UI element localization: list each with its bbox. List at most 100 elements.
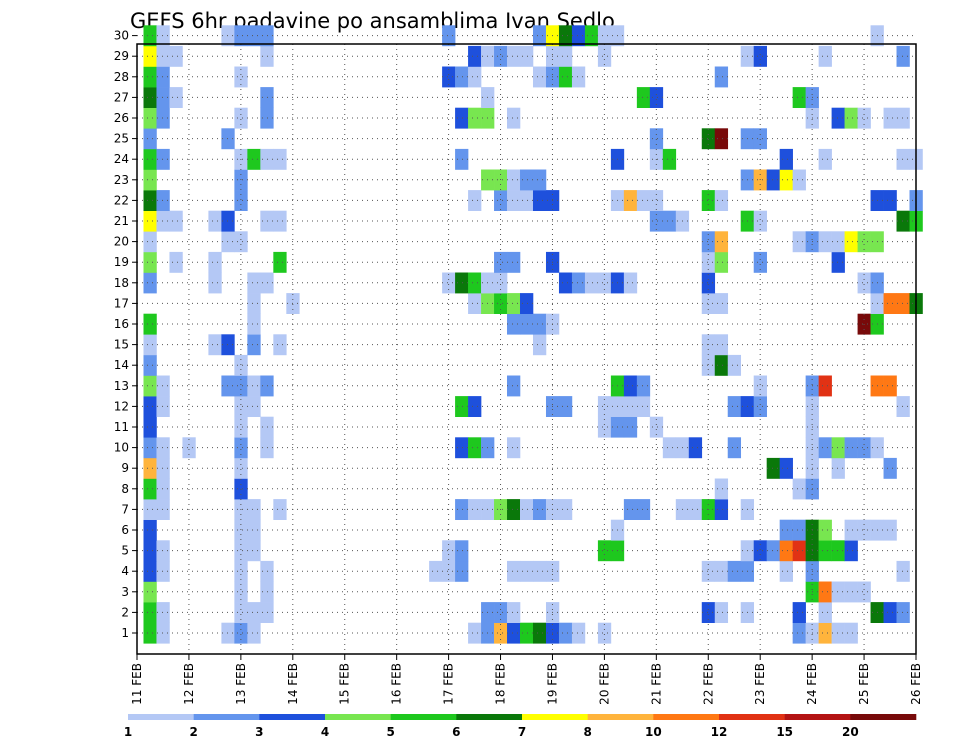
heatmap-cell-m19-d18.25 — [507, 251, 521, 273]
heatmap-cell-m7-d18.5 — [520, 499, 534, 520]
x-tick-label: 24 FEB — [805, 663, 819, 705]
heatmap-cell-m16-d18.25 — [507, 313, 521, 335]
heatmap-cell-m20-d11.25 — [143, 231, 157, 253]
heatmap-cell-m5-d24.5 — [831, 540, 845, 562]
heatmap-cell-m22-d11.25 — [143, 190, 157, 211]
heatmap-cell-m5-d23.75 — [792, 540, 806, 562]
heatmap-cell-m4-d17 — [442, 560, 456, 582]
heatmap-cell-m3-d13 — [234, 581, 248, 603]
heatmap-cell-m7-d21.75 — [688, 499, 703, 520]
heatmap-cell-m10-d12 — [182, 437, 196, 459]
heatmap-cell-m2-d13.25 — [247, 602, 261, 623]
y-tick-label: 28 — [114, 70, 129, 84]
heatmap-cell-m12-d17.5 — [468, 396, 482, 417]
y-tick-label: 16 — [114, 317, 129, 331]
heatmap-cell-m3-d24.5 — [831, 581, 845, 603]
y-tick-label: 26 — [114, 111, 129, 125]
heatmap-cell-m19-d18 — [494, 251, 508, 273]
heatmap-cell-m21-d12.75 — [221, 210, 235, 232]
heatmap-cell-m4-d11.25 — [143, 560, 157, 582]
heatmap-cell-m13-d11.5 — [156, 375, 170, 397]
heatmap-cell-m12-d23 — [753, 396, 767, 417]
heatmap-cell-m13-d13 — [234, 375, 248, 397]
heatmap-cell-m25-d21 — [649, 128, 664, 150]
heatmap-cell-m7-d17.25 — [455, 499, 469, 520]
heatmap-cell-m10-d21.25 — [662, 437, 677, 459]
heatmap-cell-m12-d20 — [597, 396, 612, 417]
heatmap-cell-m18-d12.5 — [208, 272, 222, 294]
heatmap-cell-m28-d13 — [234, 66, 248, 88]
heatmap-cell-m21-d13.75 — [273, 210, 287, 232]
colorbar-label: 10 — [645, 725, 662, 739]
heatmap-cell-m14-d11.25 — [143, 354, 157, 376]
heatmap-cell-m10-d11.5 — [156, 437, 170, 459]
heatmap-cell-m1-d11.25 — [143, 622, 157, 644]
heatmap-cell-m7-d13.25 — [247, 499, 261, 520]
heatmap-cell-m26-d25.5 — [883, 107, 897, 129]
x-tick-label: 16 FEB — [390, 663, 404, 705]
y-tick-label: 18 — [114, 276, 129, 290]
heatmap-cell-m4-d25.75 — [896, 560, 910, 582]
heatmap-cell-m18-d20 — [597, 272, 612, 294]
heatmap-cell-m22-d18 — [494, 190, 508, 211]
heatmap-cell-m19-d13.75 — [273, 251, 287, 273]
colorbar-segment — [587, 714, 654, 720]
colorbar-segment — [719, 714, 785, 720]
heatmap-cell-m21-d21 — [649, 210, 664, 232]
heatmap-cell-m10-d24.75 — [844, 437, 858, 459]
y-tick-label: 24 — [114, 152, 129, 166]
heatmap-cell-m20-d25 — [857, 231, 871, 253]
heatmap-cell-m17-d18 — [494, 293, 508, 314]
heatmap-cell-m6-d25.5 — [883, 519, 897, 541]
y-tick-label: 27 — [114, 90, 129, 104]
heatmap-cell-m30-d13.25 — [247, 25, 261, 47]
heatmap-cell-m10-d13 — [234, 437, 248, 459]
heatmap-cell-m7-d20.5 — [623, 499, 638, 520]
heatmap-cell-m21-d11.5 — [156, 210, 170, 232]
heatmap-cell-m15-d12.75 — [221, 334, 235, 356]
heatmap-cell-m2-d11.25 — [143, 602, 157, 623]
heatmap-cell-m26-d17.25 — [455, 107, 469, 129]
colorbar-segment — [193, 714, 260, 720]
heatmap-cell-m22-d11.5 — [156, 190, 170, 211]
heatmap-cell-m4-d22.25 — [714, 560, 729, 582]
heatmap-cell-m15-d13.25 — [247, 334, 261, 356]
heatmap-cell-m30-d17 — [442, 25, 456, 47]
heatmap-cell-m11-d11.25 — [143, 416, 157, 438]
heatmap-cell-m22-d22 — [701, 190, 716, 211]
heatmap-cell-m30-d12.75 — [221, 25, 235, 47]
heatmap-cell-m10-d24.25 — [818, 437, 832, 459]
heatmap-cell-m14-d13 — [234, 354, 248, 376]
heatmap-cell-m5-d17.25 — [455, 540, 469, 562]
heatmap-cell-m27-d11.25 — [143, 87, 157, 108]
heatmap-cell-m29-d25.75 — [896, 45, 910, 67]
heatmap-cell-m29-d23 — [753, 45, 767, 67]
heatmap-cell-m30-d19.75 — [584, 25, 599, 47]
heatmap-cell-m10-d22.5 — [727, 437, 742, 459]
heatmap-cell-m2-d23.75 — [792, 602, 806, 623]
y-tick-label: 6 — [121, 523, 129, 537]
heatmap-cell-m1-d13.25 — [247, 622, 261, 644]
heatmap-cell-m17-d25.75 — [896, 293, 910, 314]
heatmap-cell-m8-d22.25 — [714, 478, 729, 500]
heatmap-cell-m10-d17.5 — [468, 437, 482, 459]
heatmap-cell-m2-d25.5 — [883, 602, 897, 623]
heatmap-cell-m27-d11.5 — [156, 87, 170, 108]
y-tick-label: 14 — [114, 358, 129, 372]
heatmap-cell-m1-d24.75 — [844, 622, 858, 644]
heatmap-cell-m29-d18.25 — [507, 45, 521, 67]
heatmap-cell-m28-d19.25 — [558, 66, 573, 88]
heatmap-cell-m22-d18.5 — [520, 190, 534, 211]
heatmap-cell-m6-d11.25 — [143, 519, 157, 541]
heatmap-cell-m19-d12.5 — [208, 251, 222, 273]
heatmap-cell-m19-d11.25 — [143, 251, 157, 273]
heatmap-cell-m7-d18.25 — [507, 499, 521, 520]
heatmap-cell-m4-d18.5 — [520, 560, 534, 582]
y-tick-label: 3 — [121, 585, 129, 599]
colorbar-segment — [850, 714, 917, 720]
x-tick-label: 13 FEB — [234, 663, 248, 705]
y-tick-label: 5 — [121, 544, 129, 558]
heatmap-cell-m28-d22.25 — [714, 66, 729, 88]
heatmap-cell-m7-d18.75 — [532, 499, 547, 520]
heatmap-cell-m29-d13.5 — [260, 45, 274, 67]
